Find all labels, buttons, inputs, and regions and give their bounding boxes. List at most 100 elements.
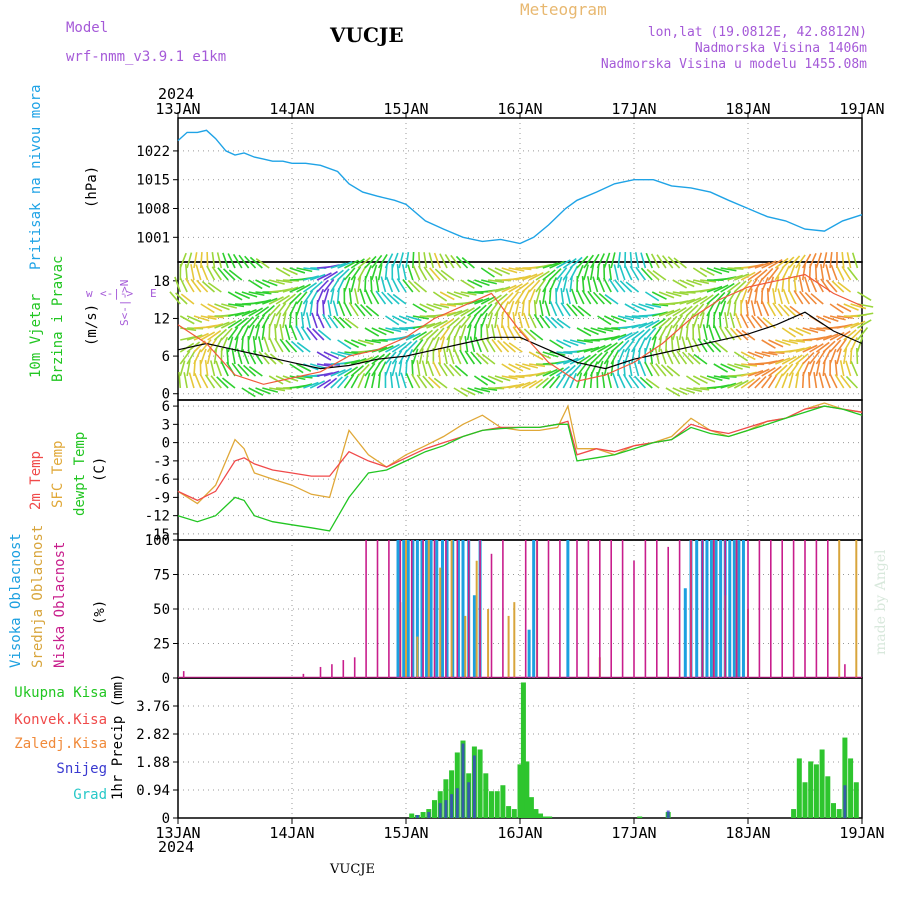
- precip-total-bar: [813, 764, 819, 818]
- wind-barb: [396, 278, 407, 293]
- wind-barb: [630, 348, 636, 365]
- wind-barb: [714, 341, 728, 353]
- wind-barb: [193, 332, 209, 341]
- wind-barb: [480, 337, 489, 353]
- wind-barb: [610, 315, 627, 323]
- wind-barb: [815, 341, 830, 353]
- wind-barb: [337, 351, 354, 357]
- wind-barb: [617, 373, 626, 389]
- wind-barb: [846, 266, 859, 281]
- wind-barb: [706, 312, 711, 329]
- wind-barb: [514, 290, 525, 305]
- wind-barb: [216, 376, 229, 389]
- wind-barb: [603, 252, 611, 269]
- precip-snow-bar: [438, 803, 442, 818]
- wind-barb: [517, 312, 524, 329]
- wind-barb: [816, 334, 832, 341]
- wind-barb: [384, 360, 392, 377]
- wind-barb: [303, 267, 320, 271]
- wind-barb: [395, 372, 400, 389]
- wind-barb: [850, 328, 863, 341]
- x-tick-label: 14JAN: [269, 824, 314, 842]
- wind-barb: [337, 367, 353, 377]
- wind-barb: [196, 279, 209, 293]
- wind-barb: [713, 325, 722, 341]
- wind-barb: [459, 349, 469, 365]
- wind-barb: [343, 276, 351, 293]
- precip-total-bar: [637, 816, 643, 818]
- wind-barb: [555, 301, 565, 317]
- wind-barb: [300, 326, 311, 341]
- wind-barb: [450, 254, 462, 269]
- wind-barb: [316, 351, 332, 361]
- wind-barb: [348, 288, 353, 305]
- panel-frame: [177, 117, 863, 263]
- wind-barb: [179, 277, 188, 293]
- wind-barb: [247, 349, 257, 365]
- wind-barb: [330, 376, 343, 389]
- wind-barb: [481, 387, 498, 391]
- wind-barb: [494, 293, 508, 305]
- wind-barb: [183, 372, 188, 389]
- wind-barb: [243, 364, 257, 377]
- wind-barb: [795, 353, 809, 365]
- wind-barb: [808, 360, 816, 377]
- wind-barb: [597, 315, 612, 326]
- wind-barb: [473, 304, 487, 317]
- wind-barb: [353, 288, 359, 305]
- precip-snow-bar: [666, 810, 670, 818]
- wind-barb: [747, 351, 764, 359]
- wind-barb: [577, 305, 592, 317]
- wind-barb: [542, 351, 559, 358]
- x-tick-label: 14JAN: [269, 100, 314, 118]
- wind-barb: [693, 387, 710, 391]
- wind-barb: [576, 339, 593, 344]
- precip-total-bar: [831, 803, 836, 818]
- wind-barb: [193, 359, 196, 377]
- wind-barb: [350, 339, 367, 347]
- wind-barb: [658, 316, 672, 329]
- precip-total-bar: [538, 813, 544, 818]
- wind-barb: [563, 357, 579, 365]
- wind-barb: [692, 312, 700, 329]
- wind-barb: [699, 287, 716, 293]
- wind-barb: [371, 264, 378, 281]
- wind-barb: [364, 327, 380, 337]
- wind-barb: [692, 295, 708, 305]
- wind-barb: [681, 351, 694, 365]
- wind-barb: [289, 324, 298, 341]
- wind-barb: [446, 317, 460, 329]
- wind-barb: [596, 360, 604, 377]
- wind-barb: [401, 264, 407, 281]
- wind-barb: [426, 303, 442, 311]
- wind-barb: [808, 350, 821, 365]
- y-tick-label: 6: [162, 349, 170, 365]
- wind-barb: [803, 276, 811, 293]
- wind-barb: [501, 363, 516, 374]
- wind-barb: [798, 276, 804, 293]
- wind-barb: [562, 266, 573, 281]
- wind-barb: [214, 303, 230, 311]
- model-name: wrf-nmm_v3.9.1 e1km: [66, 49, 227, 65]
- wind-barb: [747, 270, 762, 281]
- wind-barb: [638, 328, 651, 341]
- wind-barb: [665, 308, 681, 317]
- wind-barb: [555, 374, 567, 389]
- wind-barb: [264, 352, 277, 365]
- precip-total-bar: [542, 816, 548, 818]
- wind-barb: [440, 303, 457, 307]
- wind-barb: [686, 336, 695, 353]
- wind-barb: [234, 310, 251, 317]
- wind-barb: [549, 339, 564, 350]
- wind-barb: [637, 347, 641, 365]
- wind-barb: [296, 267, 313, 273]
- wind-barb: [405, 332, 421, 341]
- wind-barb: [843, 303, 859, 311]
- wind-barb: [767, 266, 780, 281]
- wind-barb: [200, 315, 217, 320]
- wind-barb: [284, 324, 291, 341]
- wind-barb: [480, 303, 493, 317]
- wind-barb: [241, 316, 254, 329]
- wind-barb: [818, 372, 825, 389]
- wind-barb: [843, 337, 853, 353]
